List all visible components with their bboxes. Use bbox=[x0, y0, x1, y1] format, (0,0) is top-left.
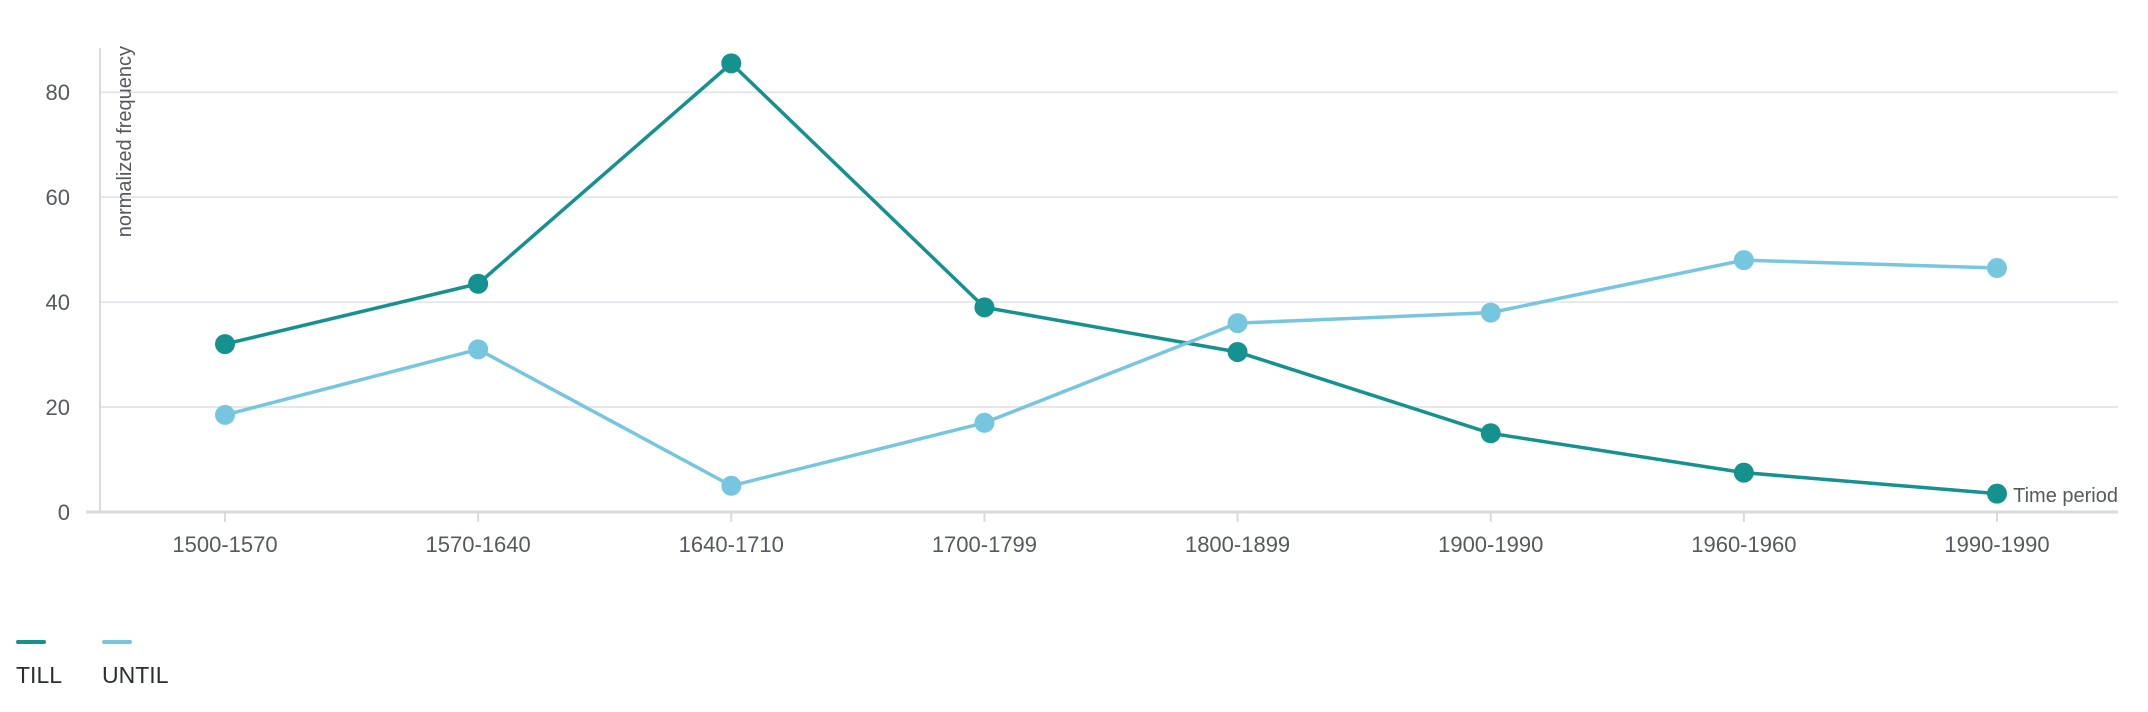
x-tick-label: 1640-1710 bbox=[679, 532, 784, 557]
data-point[interactable] bbox=[1733, 250, 1754, 271]
legend-label-till: TILL bbox=[16, 662, 63, 688]
data-point[interactable] bbox=[974, 412, 995, 433]
legend-label-until: UNTIL bbox=[102, 662, 169, 688]
data-point[interactable] bbox=[1480, 302, 1501, 323]
legend-swatch-till bbox=[16, 640, 46, 644]
data-point[interactable] bbox=[1480, 423, 1501, 444]
data-point[interactable] bbox=[1733, 462, 1754, 483]
data-point[interactable] bbox=[468, 273, 489, 294]
data-point[interactable] bbox=[721, 475, 742, 496]
series-until bbox=[215, 250, 2007, 496]
data-point[interactable] bbox=[1987, 483, 2007, 504]
x-tick-label: 1960-1960 bbox=[1691, 532, 1796, 557]
data-point[interactable] bbox=[215, 404, 235, 425]
y-axis-title: normalized frequency bbox=[114, 46, 136, 237]
data-point[interactable] bbox=[1227, 313, 1248, 334]
data-point[interactable] bbox=[1227, 341, 1248, 362]
series-till bbox=[215, 53, 2007, 504]
data-point[interactable] bbox=[1987, 258, 2007, 279]
x-tick-label: 1500-1570 bbox=[172, 532, 277, 557]
y-tick-label: 80 bbox=[46, 80, 70, 105]
y-tick-label: 40 bbox=[46, 290, 70, 315]
y-tick-label: 60 bbox=[46, 185, 70, 210]
x-tick-label: 1570-1640 bbox=[426, 532, 531, 557]
x-axis-ticks: 1500-1570 1570-1640 1640-1710 1700-1799 1800… bbox=[172, 512, 2050, 557]
data-point[interactable] bbox=[721, 53, 742, 74]
legend-item-till[interactable]: TILL bbox=[16, 640, 62, 689]
x-tick-label: 1990-1990 bbox=[1944, 532, 2049, 557]
x-tick-label: 1800-1899 bbox=[1185, 532, 1290, 557]
x-axis-title: Time period bbox=[2013, 485, 2118, 507]
legend-swatch-until bbox=[102, 640, 133, 644]
data-point[interactable] bbox=[974, 297, 995, 318]
legend: TILL UNTIL bbox=[16, 640, 168, 689]
y-tick-label: 0 bbox=[58, 500, 70, 525]
series-layer bbox=[215, 53, 2007, 504]
data-point[interactable] bbox=[215, 334, 235, 355]
y-axis-ticks: 0 20 40 60 80 bbox=[46, 80, 70, 525]
legend-item-until[interactable]: UNTIL bbox=[102, 640, 168, 689]
series-line bbox=[224, 61, 1998, 496]
grid-lines bbox=[100, 91, 2118, 409]
y-tick-label: 20 bbox=[46, 395, 70, 420]
x-tick-label: 1900-1990 bbox=[1438, 532, 1543, 557]
series-line bbox=[224, 258, 1998, 488]
x-tick-label: 1700-1799 bbox=[932, 532, 1037, 557]
data-point[interactable] bbox=[468, 339, 489, 360]
